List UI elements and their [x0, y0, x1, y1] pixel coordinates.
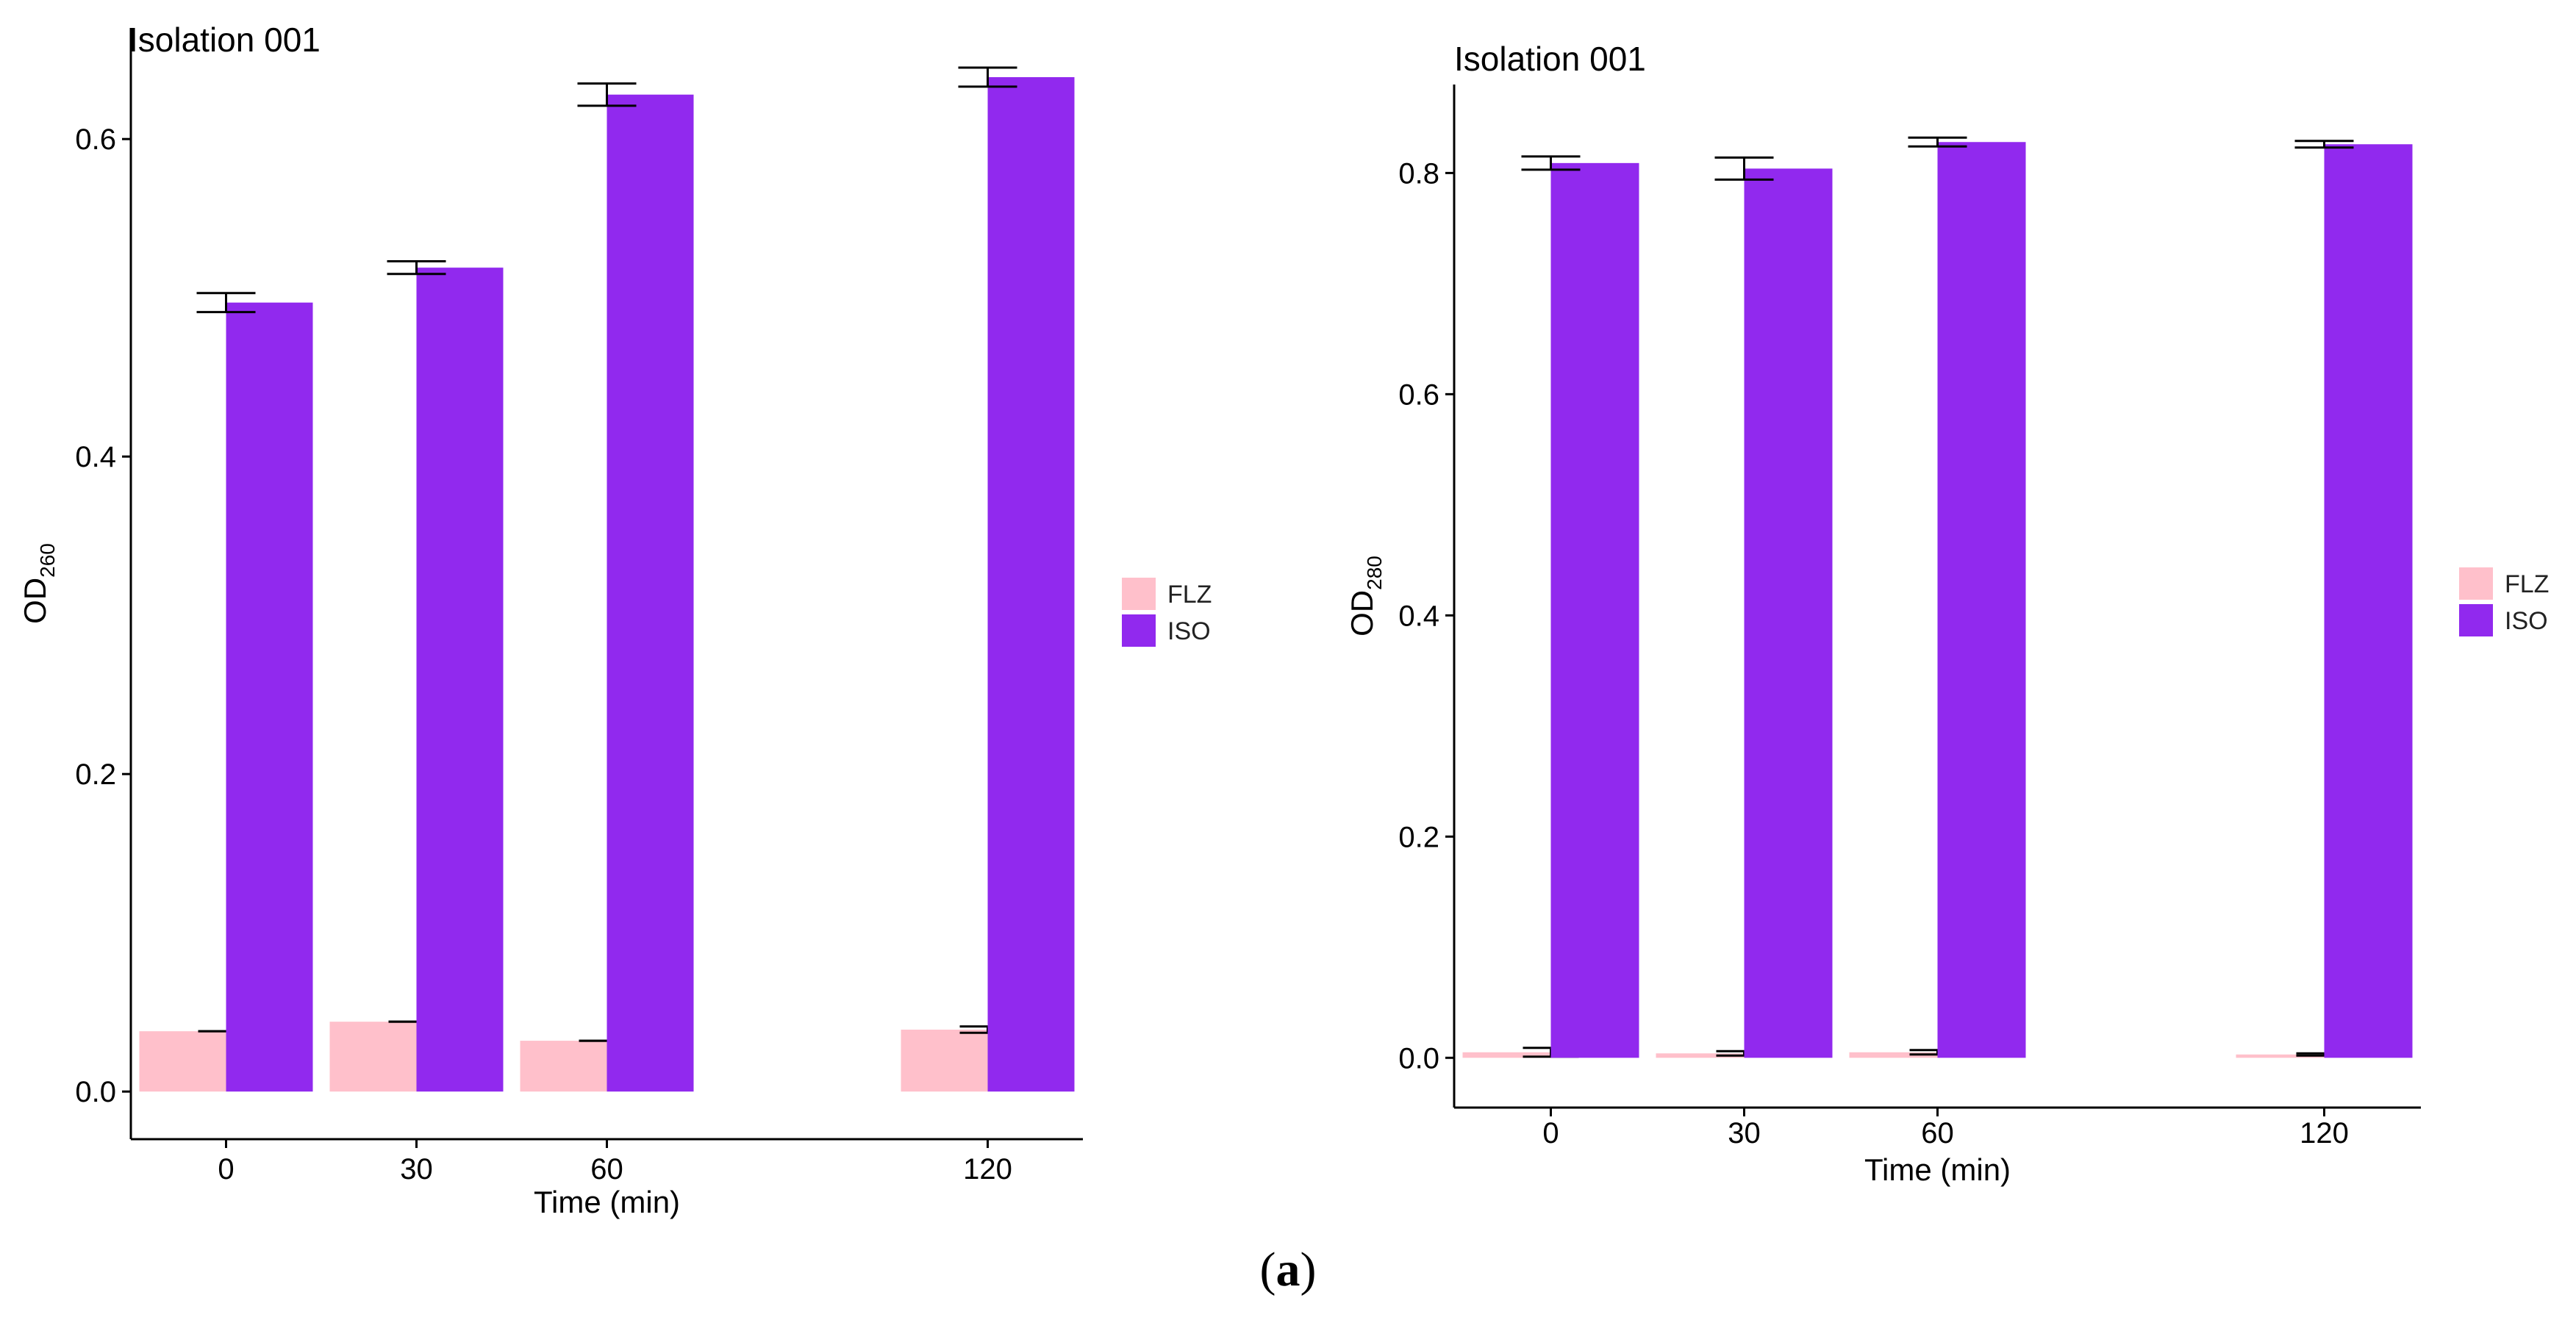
y-axis-label-main: OD [1345, 590, 1379, 636]
chart-panel-od280: Isolation 001 0.0 0.2 0.4 0.6 0.8 0 30 60 120 Time… [1345, 40, 2549, 1187]
bar-flz [1462, 1052, 1551, 1058]
bar-iso [1550, 162, 1639, 1058]
x-tick-label: 30 [1728, 1117, 1761, 1149]
caption-label: a [1276, 1243, 1300, 1296]
x-tick-label: 30 [400, 1153, 433, 1185]
legend-swatch-iso [1122, 614, 1156, 647]
bar-flz [139, 1031, 226, 1092]
y-axis-label: OD260 [18, 543, 59, 624]
legend-label-iso: ISO [1167, 617, 1211, 645]
caption-open: ( [1259, 1243, 1276, 1296]
figure-canvas: Isolation 001 0.0 0.2 0.4 0.6 0 30 60 120 Time (m… [18, 21, 2549, 1219]
legend-swatch-flz [1122, 578, 1156, 610]
chart-panel-od260: Isolation 001 0.0 0.2 0.4 0.6 0 30 60 120 Time (m… [18, 21, 1212, 1219]
chart-title: Isolation 001 [1454, 40, 1646, 78]
bar-flz [901, 1029, 988, 1092]
chart-title: Isolation 001 [129, 21, 321, 59]
x-axis-label: Time (min) [1864, 1152, 2011, 1187]
y-tick-label: 0.4 [1398, 600, 1439, 632]
bar-iso [607, 94, 694, 1092]
y-tick-label: 0.8 [1398, 157, 1439, 190]
bar-iso [987, 76, 1075, 1092]
bar-iso [226, 302, 313, 1092]
bar-flz [329, 1022, 417, 1092]
legend-label-iso: ISO [2505, 607, 2548, 635]
figure-caption: (a) [0, 1242, 2576, 1298]
y-tick-label: 0.4 [75, 441, 116, 473]
y-tick-label: 0.0 [1398, 1042, 1439, 1075]
x-axis-label: Time (min) [534, 1185, 680, 1219]
bar-iso [1744, 168, 1833, 1058]
x-tick-label: 120 [2300, 1117, 2349, 1149]
y-axis-label-main: OD [18, 578, 52, 624]
bar-flz [2236, 1054, 2325, 1058]
y-tick-label: 0.0 [75, 1076, 116, 1108]
y-axis-label-subscript: 280 [1363, 556, 1386, 590]
legend-label-flz: FLZ [2505, 570, 2549, 598]
x-tick-label: 60 [590, 1153, 623, 1185]
bar-flz [1849, 1052, 1938, 1058]
caption-close: ) [1300, 1243, 1317, 1296]
legend-swatch-iso [2459, 604, 2493, 636]
bar-flz [520, 1041, 607, 1092]
y-tick-label: 0.2 [1398, 821, 1439, 853]
bar-iso [1937, 142, 2026, 1058]
legend-swatch-flz [2459, 567, 2493, 600]
y-axis-label: OD280 [1345, 556, 1386, 636]
bar-iso [416, 268, 504, 1092]
x-tick-label: 60 [1921, 1117, 1954, 1149]
x-tick-label: 120 [963, 1153, 1012, 1185]
y-tick-label: 0.2 [75, 758, 116, 791]
bar-iso [2324, 144, 2413, 1058]
legend-label-flz: FLZ [1167, 581, 1212, 609]
x-tick-label: 0 [1542, 1117, 1559, 1149]
y-axis-label-subscript: 260 [36, 543, 59, 578]
y-tick-label: 0.6 [1398, 379, 1439, 411]
bar-flz [1656, 1053, 1745, 1058]
y-tick-label: 0.6 [75, 123, 116, 156]
x-tick-label: 0 [218, 1153, 234, 1185]
